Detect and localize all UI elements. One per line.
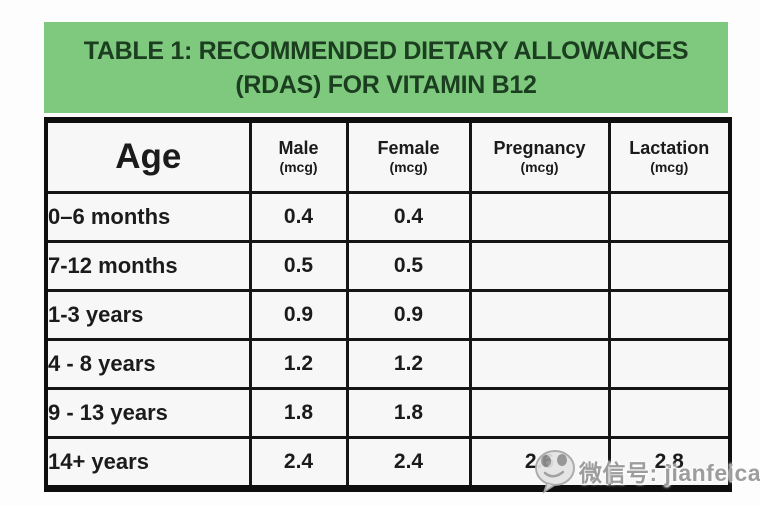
age-cell: 4 - 8 years xyxy=(44,338,252,390)
column-label: Male xyxy=(278,138,319,158)
male-value: 2.4 xyxy=(248,436,349,490)
table-row: 0–6 months 0.4 0.4 xyxy=(44,191,732,243)
age-cell: 9 - 13 years xyxy=(44,387,252,439)
lactation-value xyxy=(607,338,732,390)
pregnancy-value: 2.6 xyxy=(468,436,611,490)
age-cell: 14+ years xyxy=(44,436,252,490)
lactation-value xyxy=(607,191,732,243)
female-value: 0.5 xyxy=(345,240,472,292)
rda-table: Age Male (mcg) Female (mcg) Pregnancy (m… xyxy=(44,117,732,492)
male-value: 1.2 xyxy=(248,338,349,390)
column-header-lactation: Lactation (mcg) xyxy=(607,118,732,194)
table-title-line-2: (RDAS) FOR VITAMIN B12 xyxy=(235,70,537,99)
age-cell: 1-3 years xyxy=(44,289,252,341)
column-unit: (mcg) xyxy=(389,159,428,175)
age-cell: 0–6 months xyxy=(44,191,252,243)
column-unit: (mcg) xyxy=(650,159,689,175)
male-value: 0.5 xyxy=(248,240,349,292)
column-label: Lactation xyxy=(629,138,710,158)
column-unit: (mcg) xyxy=(520,159,559,175)
table-row: 1-3 years 0.9 0.9 xyxy=(44,289,732,341)
column-unit: (mcg) xyxy=(279,159,318,175)
lactation-value xyxy=(607,387,732,439)
header-row: Age Male (mcg) Female (mcg) Pregnancy (m… xyxy=(44,118,732,194)
table-row: 9 - 13 years 1.8 1.8 xyxy=(44,387,732,439)
lactation-value xyxy=(607,289,732,341)
table-title-line-1: TABLE 1: RECOMMENDED DIETARY ALLOWANCES xyxy=(83,36,689,65)
lactation-value: 2.8 xyxy=(607,436,732,490)
age-cell: 7-12 months xyxy=(44,240,252,292)
pregnancy-value xyxy=(468,289,611,341)
pregnancy-value xyxy=(468,191,611,243)
pregnancy-value xyxy=(468,240,611,292)
rda-table-wrap: Age Male (mcg) Female (mcg) Pregnancy (m… xyxy=(44,117,732,492)
table-row: 4 - 8 years 1.2 1.2 xyxy=(44,338,732,390)
column-header-female: Female (mcg) xyxy=(345,118,472,194)
lactation-value xyxy=(607,240,732,292)
female-value: 1.8 xyxy=(345,387,472,439)
table-row: 14+ years 2.4 2.4 2.6 2.8 xyxy=(44,436,732,490)
column-header-male: Male (mcg) xyxy=(248,118,349,194)
pregnancy-value xyxy=(468,387,611,439)
table-title-banner: TABLE 1: RECOMMENDED DIETARY ALLOWANCES … xyxy=(44,22,728,113)
female-value: 0.4 xyxy=(345,191,472,243)
column-header-age: Age xyxy=(44,118,252,194)
pregnancy-value xyxy=(468,338,611,390)
female-value: 2.4 xyxy=(345,436,472,490)
male-value: 0.9 xyxy=(248,289,349,341)
table-row: 7-12 months 0.5 0.5 xyxy=(44,240,732,292)
male-value: 0.4 xyxy=(248,191,349,243)
female-value: 1.2 xyxy=(345,338,472,390)
column-header-pregnancy: Pregnancy (mcg) xyxy=(468,118,611,194)
male-value: 1.8 xyxy=(248,387,349,439)
female-value: 0.9 xyxy=(345,289,472,341)
column-label: Pregnancy xyxy=(493,138,586,158)
column-label: Female xyxy=(377,138,440,158)
